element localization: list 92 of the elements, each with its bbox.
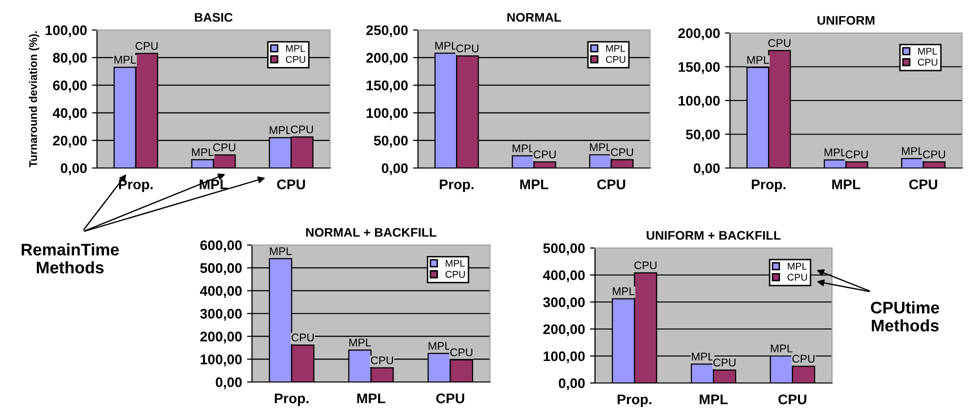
x-tick-label: CPU: [277, 179, 305, 190]
x-tick-label: MPL: [200, 180, 228, 190]
data-label: MPL: [192, 148, 214, 156]
legend-label: MPL: [606, 45, 626, 52]
x-tick-label: CPU: [597, 179, 626, 190]
y-tick-label: 300,00: [200, 308, 242, 321]
chart-title: NORMAL + BACKFILL: [306, 228, 436, 237]
data-label: CPU: [292, 334, 314, 342]
text: CPUtime Methods: [870, 301, 940, 332]
x-tick-label: MPL: [832, 180, 860, 190]
y-tick-label: 100,00: [200, 354, 242, 366]
data-label: MPL: [692, 352, 714, 360]
y-tick-label: 100,00: [544, 351, 585, 364]
data-label: CPU: [768, 39, 790, 47]
y-tick-label: 500,00: [200, 263, 242, 276]
x-tick-label: Prop.: [752, 180, 786, 192]
x-tick-label: Prop.: [618, 394, 652, 408]
y-tick-label: 40,00: [52, 108, 87, 120]
y-tick-label: 250,00: [366, 25, 408, 38]
y-axis-title: Turnaround deviation (%).: [28, 31, 40, 168]
data-label: CPU: [534, 150, 556, 158]
data-label: MPL: [612, 287, 634, 296]
y-tick-label: 0,00: [60, 163, 87, 176]
y-tick-label: 150,00: [366, 80, 408, 92]
legend-label: MPL: [286, 45, 306, 52]
data-label: CPU: [213, 143, 236, 152]
x-tick-label: MPL: [357, 394, 386, 404]
y-tick-label: 50,00: [374, 136, 408, 148]
data-label: CPU: [290, 125, 313, 134]
y-tick-label: 0,00: [382, 163, 408, 176]
x-tick-label: CPU: [778, 394, 806, 404]
legend-label: CPU: [446, 270, 465, 278]
y-tick-label: 50,00: [686, 130, 720, 142]
x-tick-label: Prop.: [274, 394, 308, 406]
data-label: MPL: [114, 56, 136, 64]
y-tick-label: 100,00: [366, 108, 408, 120]
data-label: MPL: [902, 147, 924, 155]
legend-label: CPU: [918, 58, 938, 66]
x-tick-label: CPU: [436, 393, 464, 404]
legend-label: MPL: [918, 48, 938, 55]
chart-title: UNIFORM: [818, 16, 874, 25]
y-tick-label: 200,00: [200, 332, 242, 344]
data-label: CPU: [610, 148, 634, 156]
y-tick-label: 20,00: [53, 136, 87, 148]
data-label: CPU: [846, 150, 868, 158]
data-label: CPU: [922, 150, 946, 158]
y-tick-label: 150,00: [678, 62, 720, 74]
data-label: CPU: [370, 356, 393, 364]
data-label: MPL: [747, 56, 769, 64]
data-label: CPU: [713, 358, 736, 366]
x-tick-label: Prop.: [440, 180, 474, 192]
legend-label: CPU: [788, 274, 807, 281]
chart-title: BASIC: [194, 12, 233, 22]
y-tick-label: 0,00: [694, 163, 720, 176]
legend-label: MPL: [446, 260, 465, 267]
y-tick-label: 600,00: [200, 240, 242, 252]
data-label: MPL: [824, 148, 846, 156]
data-label: CPU: [792, 354, 814, 363]
legend-label: CPU: [286, 56, 306, 63]
y-tick-label: 400,00: [200, 286, 242, 298]
data-label: MPL: [770, 344, 792, 352]
data-label: MPL: [349, 338, 371, 346]
data-label: MPL: [512, 144, 534, 152]
data-label: MPL: [270, 247, 292, 256]
y-tick-label: 0,00: [558, 378, 585, 390]
y-tick-label: 60,00: [53, 80, 87, 92]
x-tick-label: MPL: [520, 180, 548, 190]
y-tick-label: 80,00: [52, 52, 87, 65]
legend-label: MPL: [788, 262, 807, 270]
text: RemainTime Methods: [22, 243, 119, 274]
y-tick-label: 200,00: [543, 324, 585, 336]
y-tick-label: 500,00: [543, 243, 585, 256]
y-tick-label: 200,00: [678, 28, 720, 40]
y-tick-label: 100,00: [678, 96, 720, 108]
x-tick-label: CPU: [909, 179, 938, 190]
y-tick-label: 100,00: [46, 25, 87, 38]
legend-label: CPU: [606, 56, 626, 63]
y-tick-label: 200,00: [366, 52, 408, 65]
data-label: CPU: [456, 44, 478, 52]
data-label: CPU: [136, 42, 158, 50]
data-label: MPL: [435, 42, 457, 50]
data-label: MPL: [428, 342, 450, 350]
data-label: MPL: [590, 143, 612, 152]
data-label: CPU: [634, 261, 656, 270]
y-tick-label: 400,00: [543, 270, 585, 282]
x-tick-label: MPL: [700, 394, 728, 404]
data-label: MPL: [270, 126, 292, 134]
chart-title: NORMAL: [507, 12, 562, 22]
y-tick-label: 0,00: [216, 377, 242, 390]
chart-title: UNIFORM + BACKFILL: [646, 230, 781, 240]
data-label: CPU: [450, 348, 472, 356]
y-tick-label: 300,00: [543, 297, 585, 310]
